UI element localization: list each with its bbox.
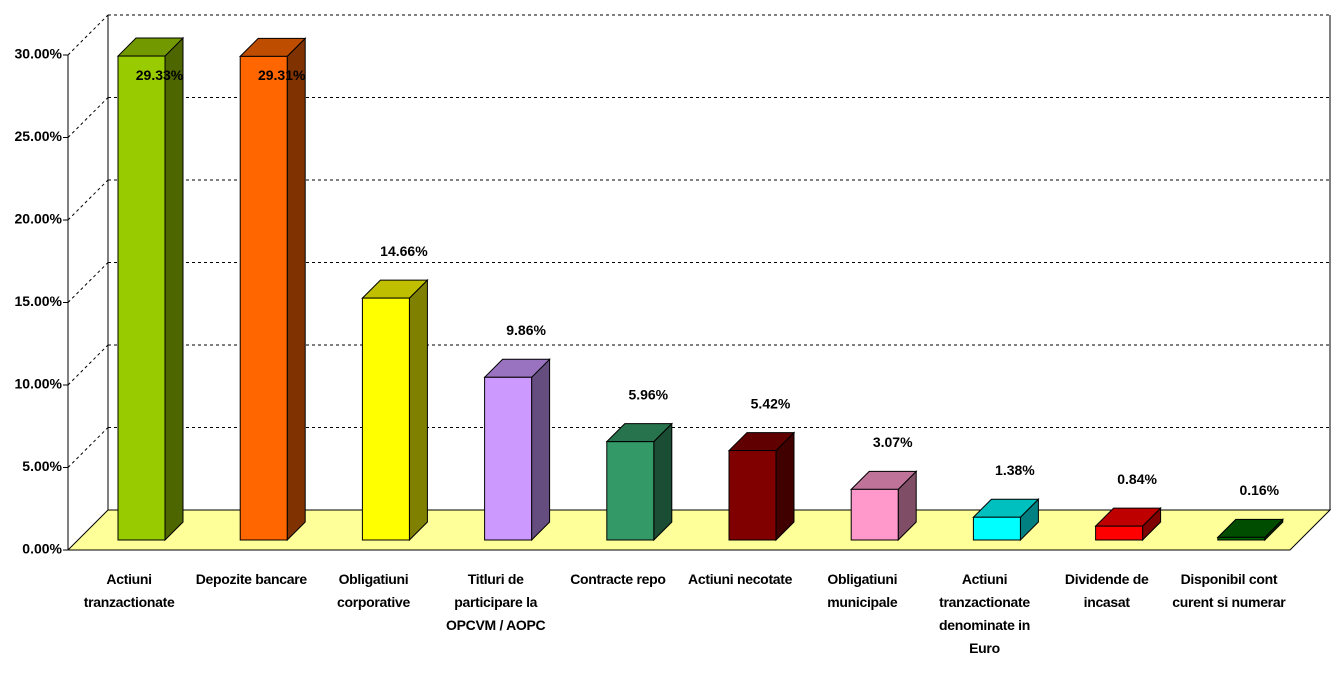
- data-label: 14.66%: [380, 243, 428, 259]
- bar: [972, 516, 1021, 541]
- y-tick-label: 15.00%: [15, 293, 63, 309]
- x-tick-label: Actiuni tranzactionate denominate in Eur…: [939, 571, 1030, 656]
- bar-side: [775, 431, 795, 542]
- depth-line: [67, 344, 109, 386]
- y-tick-label: 20.00%: [15, 211, 63, 227]
- x-tick-label: Obligatiuni municipale: [827, 571, 898, 610]
- bar-side: [164, 36, 184, 542]
- bar-side: [286, 37, 306, 542]
- bar-side: [408, 278, 428, 542]
- bar: [1095, 525, 1144, 541]
- data-label: 0.16%: [1239, 482, 1279, 498]
- y-tick-label: 10.00%: [15, 376, 63, 392]
- data-label: 3.07%: [873, 434, 913, 450]
- depth-line: [67, 97, 109, 138]
- data-label: 5.96%: [628, 386, 668, 402]
- bar: [117, 55, 166, 541]
- data-label: 5.42%: [751, 395, 791, 411]
- bar: [1217, 536, 1266, 541]
- depth-line: [67, 179, 109, 221]
- x-tick-label: Dividende de incasat: [1064, 571, 1149, 610]
- depth-line: [67, 262, 109, 303]
- bar: [850, 488, 899, 541]
- bar: [728, 450, 777, 541]
- y-tick-label: 30.00%: [15, 46, 63, 62]
- bar-side: [653, 422, 673, 542]
- x-tick-label: Disponibil cont curent si numerar: [1172, 571, 1286, 610]
- y-tick-label: 0.00%: [22, 541, 62, 557]
- data-label: 0.84%: [1117, 471, 1157, 487]
- data-label: 1.38%: [995, 462, 1035, 478]
- depth-line: [67, 14, 109, 56]
- x-tick-label: Contracte repo: [570, 571, 666, 587]
- bar-side: [531, 358, 551, 542]
- bar: [484, 376, 533, 541]
- depth-line: [67, 427, 109, 468]
- x-tick-label: Actiuni necotate: [688, 571, 793, 587]
- x-tick-label: Obligatiuni corporative: [337, 571, 410, 610]
- bar: [239, 55, 288, 541]
- data-label: 29.33%: [136, 67, 184, 83]
- x-tick-label: Actiuni tranzactionate: [83, 571, 175, 610]
- y-tick-label: 25.00%: [15, 128, 63, 144]
- data-label: 29.31%: [258, 67, 306, 83]
- x-tick-label: Depozite bancare: [195, 571, 307, 587]
- bar: [361, 297, 410, 541]
- x-tick-label: Titluri de participare la OPCVM / AOPC: [446, 571, 546, 633]
- y-tick-label: 5.00%: [22, 458, 62, 474]
- data-label: 9.86%: [506, 322, 546, 338]
- bar: [606, 441, 655, 541]
